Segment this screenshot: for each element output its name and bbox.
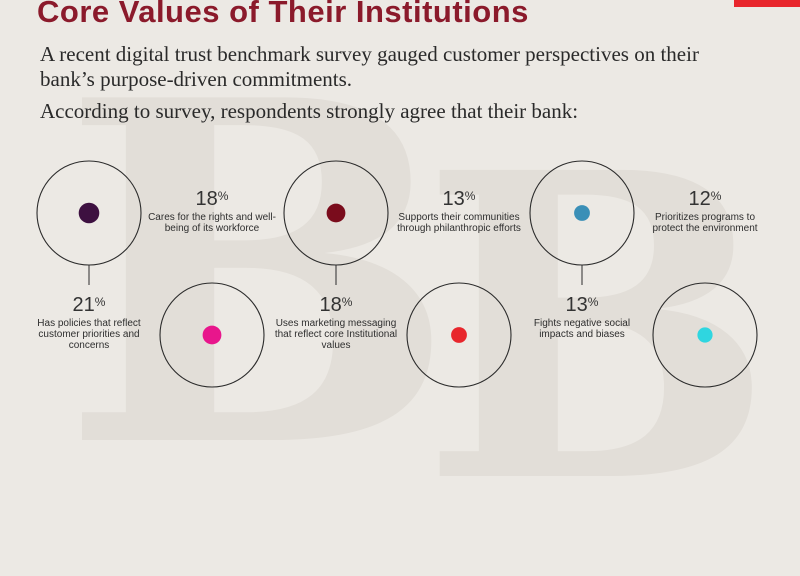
percent-sign: %	[94, 295, 106, 309]
value-dot	[697, 327, 713, 343]
value-label: 13% Fights negative social impacts and bi…	[517, 292, 647, 340]
category-label: Uses marketing messaging that reflect co…	[274, 318, 398, 351]
value-dot	[451, 327, 467, 343]
percent-value: 12	[688, 188, 711, 210]
page-title: Core Values of Their Institutions	[37, 0, 529, 29]
value-label: 21% Has policies that reflect customer pr…	[24, 292, 154, 351]
percent-sign: %	[710, 189, 722, 203]
percent-label: 18%	[271, 292, 401, 315]
category-label: Fights negative social impacts and biase…	[533, 318, 631, 340]
value-ring	[652, 282, 758, 388]
value-dot	[326, 203, 346, 223]
value-ring	[406, 282, 512, 388]
category-label: Has policies that reflect customer prior…	[37, 318, 141, 351]
value-label: 18% Uses marketing messaging that reflect…	[271, 292, 401, 351]
value-label: 13% Supports their communities through ph…	[394, 186, 524, 234]
percent-sign: %	[217, 189, 229, 203]
value-dot	[574, 205, 590, 221]
percent-sign: %	[341, 295, 353, 309]
percent-value: 18	[195, 188, 218, 210]
values-chart	[36, 160, 758, 388]
category-label: Prioritizes programs to protect the envi…	[652, 212, 758, 234]
value-dot	[78, 202, 100, 224]
accent-tab	[734, 0, 800, 7]
percent-label: 12%	[640, 186, 770, 209]
lead-text: According to survey, respondents strongl…	[40, 99, 579, 123]
percent-value: 13	[565, 294, 588, 316]
category-label: Cares for the rights and well-being of i…	[148, 212, 276, 234]
percent-sign: %	[464, 189, 476, 203]
percent-label: 21%	[24, 292, 154, 315]
value-label: 18% Cares for the rights and well-being o…	[147, 186, 277, 234]
category-label: Supports their communities through phila…	[397, 212, 521, 234]
percent-value: 18	[319, 294, 342, 316]
value-label: 12% Prioritizes programs to protect the e…	[640, 186, 770, 234]
percent-label: 18%	[147, 186, 277, 209]
percent-sign: %	[587, 295, 599, 309]
value-dot	[202, 325, 222, 345]
percent-label: 13%	[517, 292, 647, 315]
percent-value: 13	[442, 188, 465, 210]
intro-text: A recent digital trust benchmark survey …	[40, 42, 699, 91]
percent-label: 13%	[394, 186, 524, 209]
percent-value: 21	[72, 294, 95, 316]
value-ring	[159, 282, 265, 388]
